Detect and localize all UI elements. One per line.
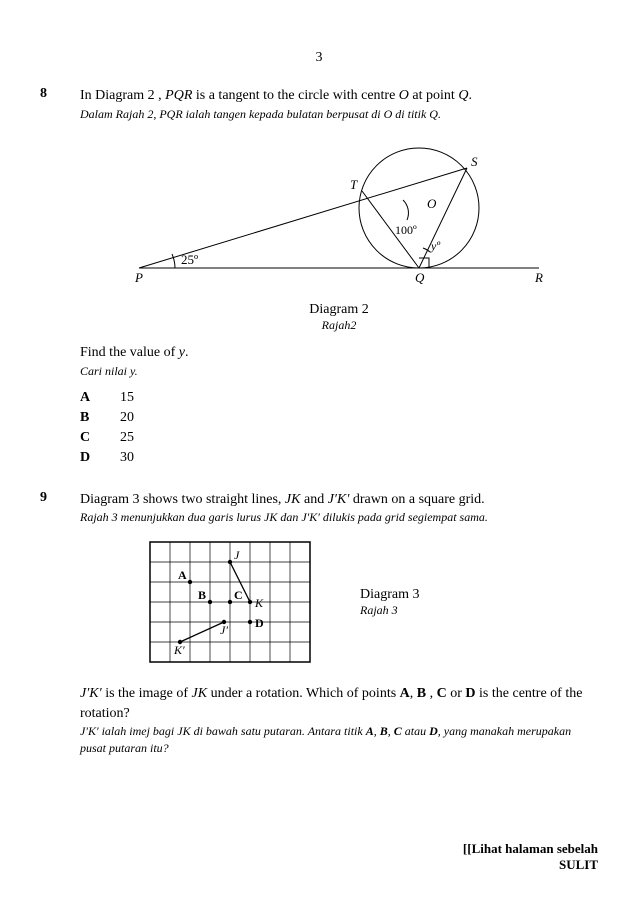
q8-option-letter: B xyxy=(80,410,120,426)
q8-caption-en: Diagram 2 xyxy=(309,302,368,317)
svg-text:Q: Q xyxy=(415,270,425,285)
q8-find-ms: Cari nilai y. xyxy=(80,363,598,380)
q8-option-value: 30 xyxy=(120,450,598,466)
footer-line1: [[Lihat halaman sebelah xyxy=(463,841,598,856)
q8-option-B: B 20 xyxy=(80,410,598,426)
svg-text:O: O xyxy=(427,196,437,211)
q8-option-A: A 15 xyxy=(80,390,598,406)
q8-option-value: 25 xyxy=(120,430,598,446)
q8-caption: Diagram 2 Rajah2 xyxy=(80,302,598,333)
q9-text-en: Diagram 3 shows two straight lines, JK a… xyxy=(80,490,598,510)
q8-diagram: P Q R S T O 25º 100º yº xyxy=(80,128,598,298)
svg-text:25º: 25º xyxy=(181,252,198,267)
q9-diagram: J K J′ K′ AB CD xyxy=(140,532,320,672)
svg-text:K′: K′ xyxy=(173,643,185,657)
question-9: 9 Diagram 3 shows two straight lines, JK… xyxy=(40,490,598,757)
q8-text-ms: Dalam Rajah 2, PQR ialah tangen kepada b… xyxy=(80,106,598,123)
q8-caption-ms: Rajah2 xyxy=(80,318,598,333)
q8-number: 8 xyxy=(40,86,80,470)
q9-prompt-en: J′K′ is the image of JK under a rotation… xyxy=(80,684,598,723)
question-8: 8 In Diagram 2 , PQR is a tangent to the… xyxy=(40,86,598,470)
q9-caption: Diagram 3 Rajah 3 xyxy=(360,587,419,618)
page-number: 3 xyxy=(40,50,598,66)
svg-text:P: P xyxy=(134,270,143,285)
q9-number: 9 xyxy=(40,490,80,757)
q8-text-en: In Diagram 2 , PQR is a tangent to the c… xyxy=(80,86,598,106)
svg-text:J′: J′ xyxy=(220,623,228,637)
svg-text:D: D xyxy=(255,616,264,630)
q9-text-ms: Rajah 3 menunjukkan dua garis lurus JK d… xyxy=(80,509,598,526)
svg-text:T: T xyxy=(350,177,358,192)
q9-prompt-ms: J′K′ ialah imej bagi JK di bawah satu pu… xyxy=(80,723,598,757)
q8-option-C: C 25 xyxy=(80,430,598,446)
svg-text:100º: 100º xyxy=(395,223,417,237)
svg-text:C: C xyxy=(234,588,243,602)
svg-text:J: J xyxy=(234,548,240,562)
page-footer: [[Lihat halaman sebelah SULIT xyxy=(463,841,598,873)
q8-find-en: Find the value of y. xyxy=(80,343,598,363)
q8-option-value: 20 xyxy=(120,410,598,426)
svg-text:B: B xyxy=(198,588,206,602)
q9-caption-ms: Rajah 3 xyxy=(360,603,419,618)
q8-option-D: D 30 xyxy=(80,450,598,466)
svg-text:R: R xyxy=(534,270,543,285)
footer-line2: SULIT xyxy=(559,857,598,872)
q8-option-letter: D xyxy=(80,450,120,466)
svg-text:yº: yº xyxy=(430,239,440,253)
q9-caption-en: Diagram 3 xyxy=(360,587,419,602)
q8-option-letter: A xyxy=(80,390,120,406)
svg-text:A: A xyxy=(178,568,187,582)
svg-text:S: S xyxy=(471,154,478,169)
q8-option-letter: C xyxy=(80,430,120,446)
svg-text:K: K xyxy=(254,596,264,610)
q8-option-value: 15 xyxy=(120,390,598,406)
